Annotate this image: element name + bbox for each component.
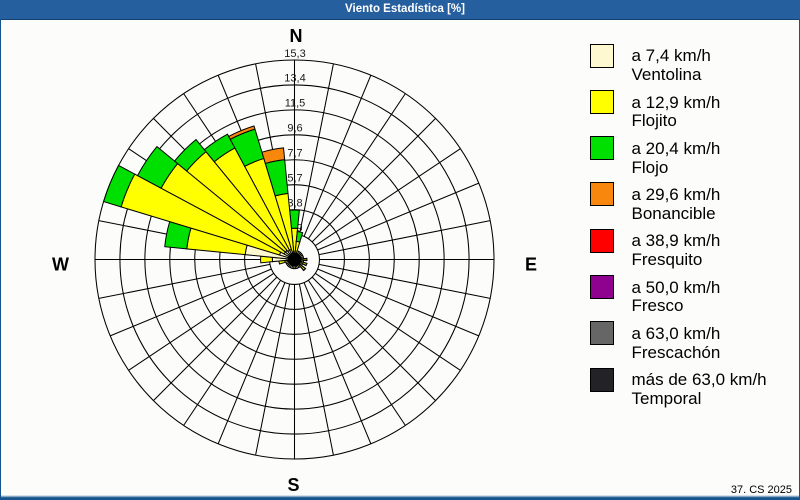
svg-text:5,7: 5,7 [287,173,302,185]
svg-text:S: S [287,475,299,495]
svg-text:7,7: 7,7 [287,148,302,160]
svg-text:11,5: 11,5 [285,98,306,110]
svg-text:N: N [290,26,303,46]
svg-text:3,8: 3,8 [287,197,302,209]
svg-text:13,4: 13,4 [284,73,305,85]
svg-text:W: W [52,255,69,275]
svg-text:E: E [525,255,537,275]
svg-text:9,6: 9,6 [287,123,302,135]
svg-text:15,3: 15,3 [284,48,305,60]
